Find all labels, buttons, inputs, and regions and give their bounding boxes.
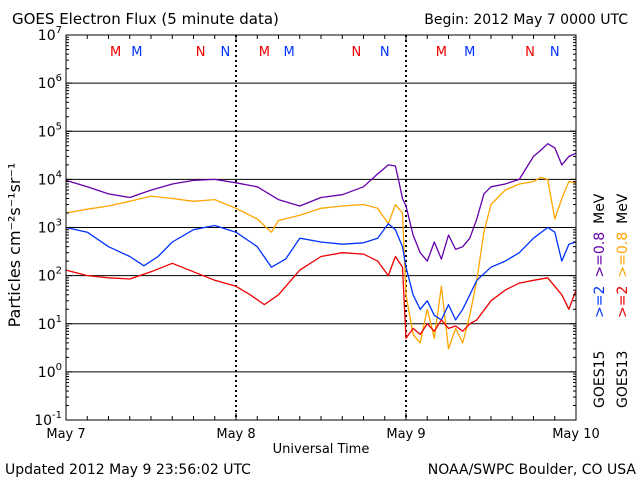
event-marker: M xyxy=(259,45,270,60)
y-tick-label: 102 xyxy=(38,266,62,285)
event-marker: M xyxy=(464,45,475,60)
begin-time: Begin: 2012 May 7 0000 UTC xyxy=(424,12,628,28)
event-marker: N xyxy=(352,45,362,60)
y-axis-ticks: 10-1 100 101 102 103 104 105 106 107 xyxy=(34,25,576,429)
x-axis-ticks: May 7 May 8 May 9 May 10 xyxy=(46,35,600,442)
series-line xyxy=(65,252,577,339)
y-tick-label: 106 xyxy=(38,73,62,92)
data-series xyxy=(65,143,577,350)
event-marker: M xyxy=(131,45,142,60)
event-marker: N xyxy=(380,45,390,60)
y-axis-label: Particles cm⁻²s⁻¹sr⁻¹ xyxy=(5,163,24,328)
legend-entry: >=2>=0.8MeV xyxy=(615,193,631,318)
day-dividers xyxy=(235,35,407,420)
y-tick-label: 10-1 xyxy=(34,410,62,429)
y-tick-label: 104 xyxy=(38,169,62,188)
event-marker: M xyxy=(284,45,295,60)
event-marker: M xyxy=(110,45,121,60)
event-marker: N xyxy=(550,45,560,60)
series-line xyxy=(65,223,577,321)
grid-lines xyxy=(66,82,576,373)
y-tick-label: 100 xyxy=(38,362,62,381)
event-marker: N xyxy=(525,45,535,60)
x-tick-label: May 10 xyxy=(552,427,600,442)
x-tick-label: May 9 xyxy=(386,427,425,442)
x-tick-label: May 8 xyxy=(216,427,255,442)
legend: GOES15 >=2>=0.8MeV GOES13 >=2>=0.8MeV xyxy=(592,193,631,408)
y-tick-label: 103 xyxy=(38,218,62,237)
legend-entry: >=2>=0.8MeV xyxy=(592,193,608,318)
event-marker: N xyxy=(196,45,206,60)
updated-time: Updated 2012 May 9 23:56:02 UTC xyxy=(5,462,251,478)
y-tick-label: 105 xyxy=(38,121,62,140)
series-line xyxy=(65,176,577,350)
series-line xyxy=(65,143,577,262)
legend-group-name: GOES15 xyxy=(592,351,608,408)
legend-group-name: GOES13 xyxy=(615,351,631,408)
x-tick-label: May 7 xyxy=(46,427,85,442)
event-marker: M xyxy=(436,45,447,60)
x-axis-label: Universal Time xyxy=(273,442,370,457)
chart-title: GOES Electron Flux (5 minute data) xyxy=(12,10,279,28)
y-tick-label: 107 xyxy=(38,25,62,44)
event-marker: N xyxy=(221,45,231,60)
y-tick-label: 101 xyxy=(38,314,62,333)
credit: NOAA/SWPC Boulder, CO USA xyxy=(428,462,637,478)
